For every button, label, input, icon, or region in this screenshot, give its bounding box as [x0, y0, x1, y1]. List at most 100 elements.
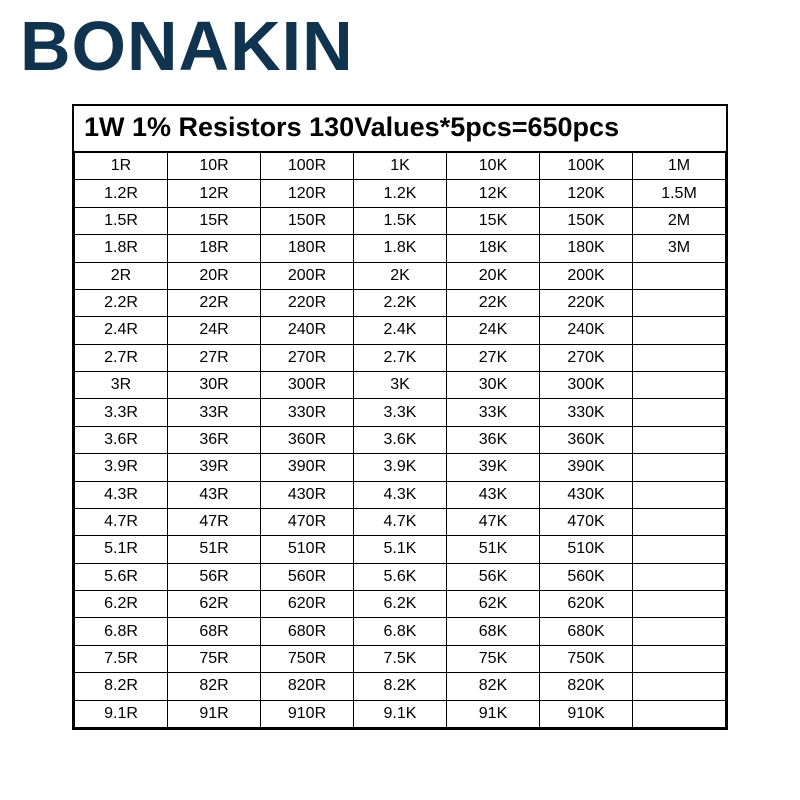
table-cell: 1.2K: [354, 180, 447, 207]
table-cell: 30K: [447, 372, 540, 399]
table-row: 2R20R200R2K20K200K: [75, 262, 726, 289]
table-cell: 5.6R: [75, 563, 168, 590]
table-cell: 82K: [447, 673, 540, 700]
table-cell: 470K: [540, 508, 633, 535]
table-row: 3.3R33R330R3.3K33K330K: [75, 399, 726, 426]
table-cell: 360K: [540, 426, 633, 453]
table-cell: 680K: [540, 618, 633, 645]
table-cell: 750R: [261, 645, 354, 672]
table-cell: 220K: [540, 289, 633, 316]
table-cell: 56R: [168, 563, 261, 590]
table-cell: 1.5R: [75, 207, 168, 234]
table-cell: 3.9K: [354, 454, 447, 481]
table-cell: 120R: [261, 180, 354, 207]
table-cell: 1M: [633, 153, 726, 180]
table-cell: 75K: [447, 645, 540, 672]
table-row: 5.1R51R510R5.1K51K510K: [75, 536, 726, 563]
resistor-table-container: 1W 1% Resistors 130Values*5pcs=650pcs 1R…: [72, 104, 728, 730]
table-cell: 270R: [261, 344, 354, 371]
table-cell: 68R: [168, 618, 261, 645]
table-cell: 820K: [540, 673, 633, 700]
table-cell: 100K: [540, 153, 633, 180]
table-cell: 3.9R: [75, 454, 168, 481]
table-cell: 91R: [168, 700, 261, 727]
table-cell: 12K: [447, 180, 540, 207]
table-cell: 240K: [540, 317, 633, 344]
table-cell: 200R: [261, 262, 354, 289]
table-cell: 3.6K: [354, 426, 447, 453]
table-cell: 2.2K: [354, 289, 447, 316]
table-cell: 4.3R: [75, 481, 168, 508]
table-cell: 6.2K: [354, 591, 447, 618]
table-cell: 1.5M: [633, 180, 726, 207]
table-cell: 390K: [540, 454, 633, 481]
table-cell: 6.2R: [75, 591, 168, 618]
table-cell: 1.2R: [75, 180, 168, 207]
table-row: 6.8R68R680R6.8K68K680K: [75, 618, 726, 645]
table-row: 1.2R12R120R1.2K12K120K1.5M: [75, 180, 726, 207]
table-cell: 430R: [261, 481, 354, 508]
table-row: 5.6R56R560R5.6K56K560K: [75, 563, 726, 590]
table-row: 2.2R22R220R2.2K22K220K: [75, 289, 726, 316]
table-row: 4.3R43R430R4.3K43K430K: [75, 481, 726, 508]
table-cell: 1.8K: [354, 235, 447, 262]
table-row: 9.1R91R910R9.1K91K910K: [75, 700, 726, 727]
table-cell: [633, 700, 726, 727]
table-cell: 24R: [168, 317, 261, 344]
table-cell: 43K: [447, 481, 540, 508]
table-cell: 180K: [540, 235, 633, 262]
table-cell: 2.2R: [75, 289, 168, 316]
table-cell: 20R: [168, 262, 261, 289]
table-cell: 200K: [540, 262, 633, 289]
table-row: 3.6R36R360R3.6K36K360K: [75, 426, 726, 453]
table-cell: 820R: [261, 673, 354, 700]
table-cell: 15R: [168, 207, 261, 234]
table-cell: 62K: [447, 591, 540, 618]
table-cell: 39R: [168, 454, 261, 481]
table-cell: 27R: [168, 344, 261, 371]
table-cell: 220R: [261, 289, 354, 316]
table-cell: [633, 372, 726, 399]
table-cell: 8.2R: [75, 673, 168, 700]
table-cell: 18R: [168, 235, 261, 262]
table-cell: 1.5K: [354, 207, 447, 234]
table-cell: 47R: [168, 508, 261, 535]
table-cell: 4.7R: [75, 508, 168, 535]
table-cell: 43R: [168, 481, 261, 508]
table-cell: 27K: [447, 344, 540, 371]
table-cell: 2.7R: [75, 344, 168, 371]
table-cell: 33K: [447, 399, 540, 426]
resistor-table: 1R10R100R1K10K100K1M1.2R12R120R1.2K12K12…: [74, 152, 726, 728]
table-cell: [633, 481, 726, 508]
table-cell: 36R: [168, 426, 261, 453]
table-cell: 20K: [447, 262, 540, 289]
table-row: 3.9R39R390R3.9K39K390K: [75, 454, 726, 481]
table-cell: 82R: [168, 673, 261, 700]
table-cell: 1R: [75, 153, 168, 180]
table-cell: [633, 344, 726, 371]
table-cell: 3.3K: [354, 399, 447, 426]
table-cell: [633, 645, 726, 672]
table-cell: 91K: [447, 700, 540, 727]
table-cell: 270K: [540, 344, 633, 371]
table-cell: 750K: [540, 645, 633, 672]
table-row: 1.8R18R180R1.8K18K180K3M: [75, 235, 726, 262]
table-cell: 24K: [447, 317, 540, 344]
table-cell: 12R: [168, 180, 261, 207]
table-cell: 2.4K: [354, 317, 447, 344]
table-cell: 5.1R: [75, 536, 168, 563]
table-cell: 910R: [261, 700, 354, 727]
table-cell: [633, 317, 726, 344]
table-cell: 620R: [261, 591, 354, 618]
table-cell: 2R: [75, 262, 168, 289]
table-cell: 9.1K: [354, 700, 447, 727]
table-cell: [633, 289, 726, 316]
table-cell: [633, 563, 726, 590]
table-row: 4.7R47R470R4.7K47K470K: [75, 508, 726, 535]
table-cell: [633, 399, 726, 426]
table-cell: 22R: [168, 289, 261, 316]
table-cell: 56K: [447, 563, 540, 590]
table-cell: 150K: [540, 207, 633, 234]
table-row: 3R30R300R3K30K300K: [75, 372, 726, 399]
table-cell: [633, 262, 726, 289]
